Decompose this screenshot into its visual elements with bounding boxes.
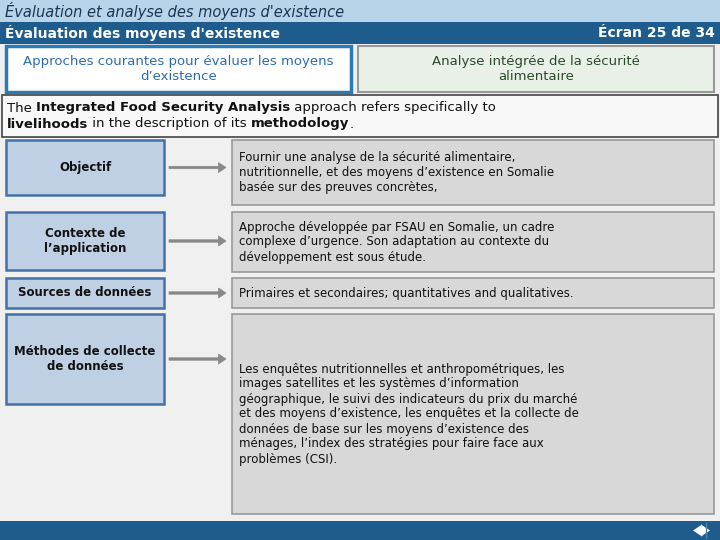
Bar: [6, 46, 351, 92]
Text: Évaluation des moyens d'existence: Évaluation des moyens d'existence: [5, 25, 280, 41]
Text: The: The: [7, 102, 36, 114]
Text: Approche développée par FSAU en Somalie, un cadre
complexe d’urgence. Son adapta: Approche développée par FSAU en Somalie,…: [239, 220, 554, 264]
Text: livelihoods: livelihoods: [7, 118, 89, 131]
Text: Analyse intégrée de la sécurité
alimentaire: Analyse intégrée de la sécurité alimenta…: [432, 55, 640, 83]
Text: Évaluation et analyse des moyens d'existence: Évaluation et analyse des moyens d'exist…: [5, 2, 344, 20]
Bar: [232, 278, 714, 308]
Text: Écran 25 de 34: Écran 25 de 34: [598, 26, 715, 40]
Text: Contexte de
l’application: Contexte de l’application: [44, 227, 126, 255]
Polygon shape: [693, 524, 702, 537]
Text: Objectif: Objectif: [59, 161, 111, 174]
Polygon shape: [701, 524, 710, 537]
Text: Integrated Food Security Analysis: Integrated Food Security Analysis: [36, 102, 290, 114]
Bar: [6, 278, 164, 308]
Bar: [0, 0, 720, 22]
Bar: [2, 95, 718, 137]
Polygon shape: [169, 354, 226, 364]
Polygon shape: [169, 236, 226, 246]
Text: Primaires et secondaires; quantitatives and qualitatives.: Primaires et secondaires; quantitatives …: [239, 287, 574, 300]
Text: in the description of its: in the description of its: [89, 118, 251, 131]
Bar: [232, 212, 714, 272]
Text: Les enquêtes nutritionnelles et anthropométriques, les
images satellites et les : Les enquêtes nutritionnelles et anthropo…: [239, 362, 579, 465]
Text: Sources de données: Sources de données: [18, 287, 152, 300]
Bar: [6, 212, 164, 270]
Bar: [6, 314, 164, 404]
Bar: [232, 140, 714, 205]
Bar: [358, 46, 714, 92]
Polygon shape: [169, 288, 226, 298]
Text: Méthodes de collecte
de données: Méthodes de collecte de données: [14, 345, 156, 373]
Bar: [232, 314, 714, 514]
Text: methodology: methodology: [251, 118, 350, 131]
Text: Approches courantes pour évaluer les moyens
d’existence: Approches courantes pour évaluer les moy…: [23, 55, 334, 83]
Bar: [0, 22, 720, 44]
Text: Fournir une analyse de la sécurité alimentaire,
nutritionnelle, et des moyens d’: Fournir une analyse de la sécurité alime…: [239, 151, 554, 194]
Bar: [6, 140, 164, 195]
Text: .: .: [350, 118, 354, 131]
Text: approach refers specifically to: approach refers specifically to: [290, 102, 496, 114]
Bar: [0, 521, 720, 540]
Polygon shape: [169, 163, 226, 172]
